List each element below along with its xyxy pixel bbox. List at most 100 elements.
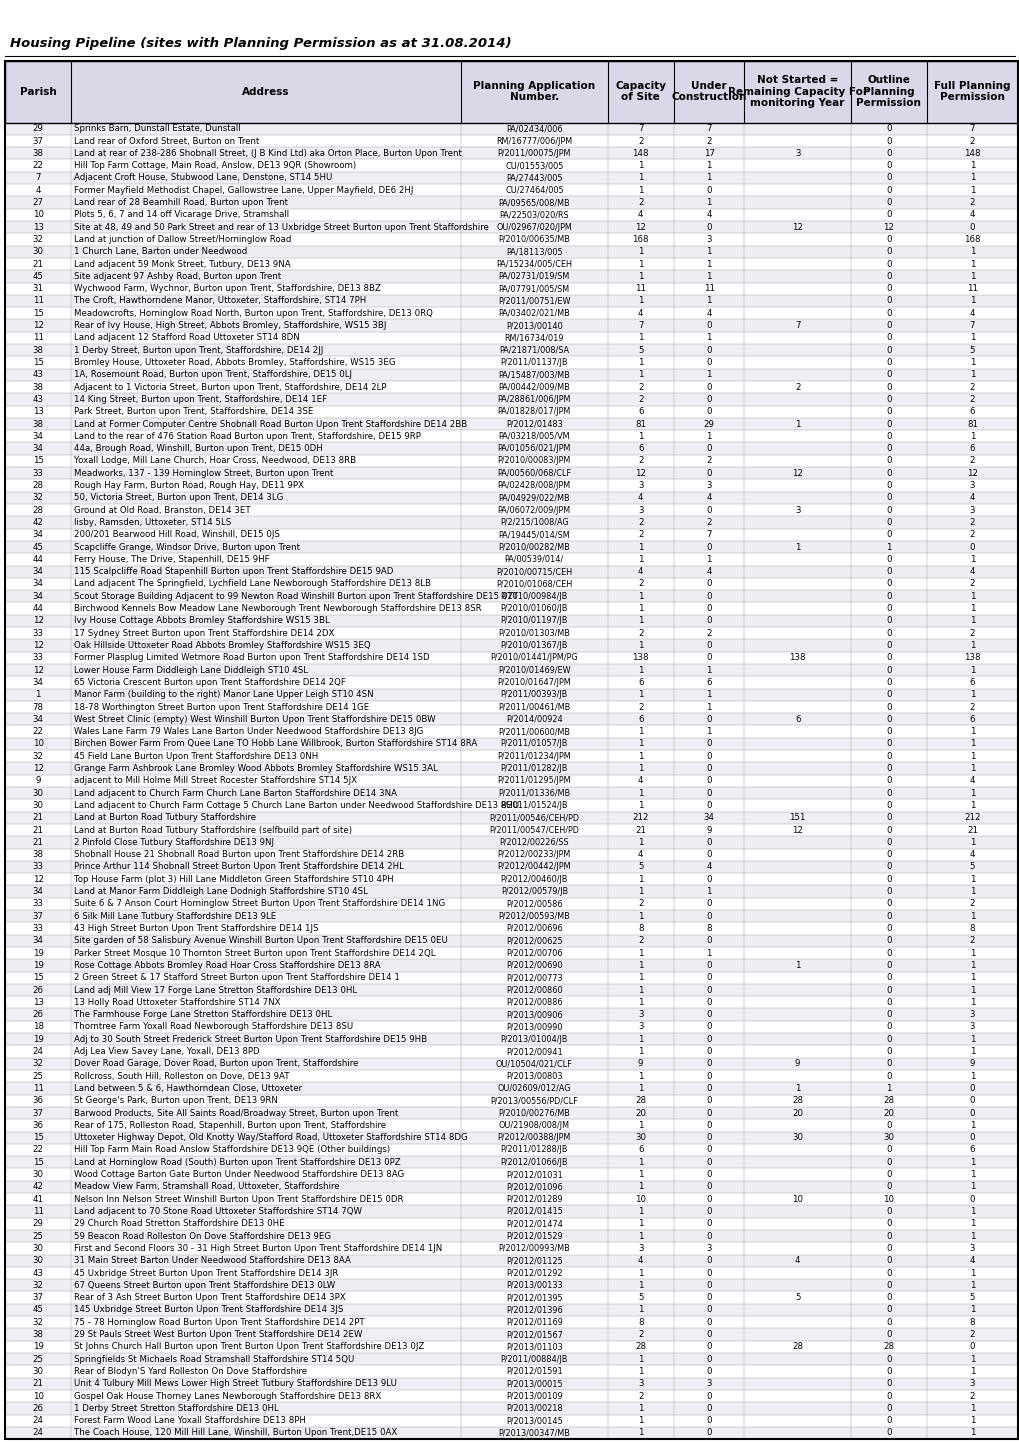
Text: 14 King Street, Burton upon Trent, Staffordshire, DE14 1EF: 14 King Street, Burton upon Trent, Staff… — [74, 395, 327, 404]
Text: Land adjacent to Church Farm Cottage 5 Church Lane Barton under Needwood Staffor: Land adjacent to Church Farm Cottage 5 C… — [74, 800, 519, 810]
Text: 168: 168 — [963, 235, 979, 244]
Text: 1: 1 — [637, 1231, 643, 1240]
Bar — [5, 61, 1017, 123]
Text: 2: 2 — [637, 531, 643, 539]
Bar — [5, 1107, 1017, 1119]
Text: Outline
Planning
Permission: Outline Planning Permission — [856, 75, 920, 108]
Text: 34: 34 — [33, 887, 44, 895]
Text: 0: 0 — [886, 1120, 891, 1131]
Text: P/2011/01295/JPM: P/2011/01295/JPM — [497, 776, 571, 786]
Text: P/2013/01103: P/2013/01103 — [505, 1343, 562, 1351]
Text: Housing Pipeline (sites with Planning Permission as at 31.08.2014): Housing Pipeline (sites with Planning Pe… — [10, 37, 512, 50]
Text: 0: 0 — [705, 580, 711, 588]
Text: P/2012/01031: P/2012/01031 — [505, 1169, 562, 1180]
Text: Uttoxeter Highway Depot, Old Knotty Way/Stafford Road, Uttoxeter Staffordshire S: Uttoxeter Highway Depot, Old Knotty Way/… — [74, 1133, 468, 1142]
Text: OU/10504/021/CLF: OU/10504/021/CLF — [495, 1060, 573, 1069]
Text: 24: 24 — [33, 1416, 44, 1425]
Text: P/2013/00990: P/2013/00990 — [505, 1022, 562, 1031]
Text: 1: 1 — [794, 420, 800, 428]
Text: 6: 6 — [969, 1145, 974, 1155]
Text: Land at Manor Farm Diddleigh Lane Dodnigh Staffordshire ST10 4SL: Land at Manor Farm Diddleigh Lane Dodnig… — [74, 887, 368, 895]
Text: 28: 28 — [33, 506, 44, 515]
Bar — [5, 812, 1017, 823]
Bar — [5, 996, 1017, 1008]
Text: P/2010/01060/JB: P/2010/01060/JB — [500, 604, 568, 613]
Text: 10: 10 — [882, 1194, 894, 1204]
Text: 0: 0 — [705, 1158, 711, 1167]
Text: 1: 1 — [637, 542, 643, 551]
Text: 1: 1 — [637, 875, 643, 884]
Text: OU/02609/012/AG: OU/02609/012/AG — [497, 1084, 571, 1093]
Text: P/2/215/1008/AG: P/2/215/1008/AG — [499, 518, 569, 526]
Text: 12: 12 — [33, 875, 44, 884]
Text: 0: 0 — [886, 457, 891, 466]
Text: 0: 0 — [886, 727, 891, 735]
Text: 31 Main Street Barton Under Needwood Staffordshire DE13 8AA: 31 Main Street Barton Under Needwood Sta… — [74, 1256, 351, 1265]
Text: 212: 212 — [963, 813, 979, 822]
Text: 1: 1 — [969, 960, 974, 970]
Text: 1: 1 — [794, 1084, 800, 1093]
Text: P/2012/01289: P/2012/01289 — [505, 1194, 562, 1204]
Text: 1: 1 — [637, 789, 643, 797]
Text: Land adjacent to Church Farm Church Lane Barton Staffordshire DE14 3NA: Land adjacent to Church Farm Church Lane… — [74, 789, 396, 797]
Text: 30: 30 — [33, 789, 44, 797]
Text: P/2010/01441/JPM/PG: P/2010/01441/JPM/PG — [490, 653, 578, 662]
Text: 0: 0 — [886, 198, 891, 208]
Text: PA/21871/008/SA: PA/21871/008/SA — [499, 346, 569, 355]
Text: 0: 0 — [705, 222, 711, 232]
Text: 8: 8 — [637, 1318, 643, 1327]
Text: 26: 26 — [33, 1011, 44, 1019]
Text: 0: 0 — [886, 137, 891, 146]
Text: 34: 34 — [33, 567, 44, 577]
Text: 0: 0 — [886, 1416, 891, 1425]
Text: 148: 148 — [963, 149, 979, 157]
Text: 36: 36 — [33, 1120, 44, 1131]
Text: 1: 1 — [637, 1182, 643, 1191]
Text: 17: 17 — [703, 149, 714, 157]
Text: 1: 1 — [637, 247, 643, 257]
Bar — [5, 750, 1017, 763]
Bar — [5, 1328, 1017, 1341]
Text: 7: 7 — [969, 124, 974, 133]
Bar — [5, 1377, 1017, 1390]
Text: 7: 7 — [637, 322, 643, 330]
Text: P/2011/00461/MB: P/2011/00461/MB — [497, 702, 570, 711]
Text: 1: 1 — [637, 358, 643, 368]
Text: 19: 19 — [33, 1343, 44, 1351]
Text: 3: 3 — [794, 506, 800, 515]
Text: 0: 0 — [886, 1280, 891, 1289]
Text: 2 Pinfold Close Tutbury Staffordshire DE13 9NJ: 2 Pinfold Close Tutbury Staffordshire DE… — [74, 838, 274, 846]
Text: 0: 0 — [886, 260, 891, 268]
Text: 1: 1 — [969, 875, 974, 884]
Text: St George's Park, Burton upon Trent, DE13 9RN: St George's Park, Burton upon Trent, DE1… — [74, 1096, 277, 1105]
Text: P/2012/01529: P/2012/01529 — [505, 1231, 562, 1240]
Text: 0: 0 — [886, 1035, 891, 1044]
Text: 5: 5 — [637, 862, 643, 871]
Bar — [5, 1255, 1017, 1268]
Text: 7: 7 — [36, 173, 41, 183]
Text: PA/01056/021/JPM: PA/01056/021/JPM — [497, 444, 571, 453]
Bar — [5, 972, 1017, 983]
Text: 0: 0 — [705, 346, 711, 355]
Text: P/2010/01197/JB: P/2010/01197/JB — [500, 616, 568, 626]
Text: PA/03402/021/MB: PA/03402/021/MB — [498, 309, 570, 317]
Text: Adj to 30 South Street Frederick Street Burton Upon Trent Staffordshire DE15 9HB: Adj to 30 South Street Frederick Street … — [74, 1035, 427, 1044]
Text: 32: 32 — [33, 235, 44, 244]
Text: P/2013/00109: P/2013/00109 — [505, 1392, 562, 1400]
Text: 2: 2 — [969, 580, 974, 588]
Text: 13: 13 — [33, 998, 44, 1007]
Text: 30: 30 — [33, 800, 44, 810]
Bar — [5, 1341, 1017, 1353]
Text: 81: 81 — [635, 420, 645, 428]
Text: P/2013/00906: P/2013/00906 — [505, 1011, 562, 1019]
Bar — [5, 283, 1017, 294]
Bar — [5, 1415, 1017, 1426]
Bar — [5, 405, 1017, 418]
Text: P/2011/00393/JB: P/2011/00393/JB — [500, 691, 568, 699]
Text: Land adjacent 59 Monk Street, Tutbury, DE13 9NA: Land adjacent 59 Monk Street, Tutbury, D… — [74, 260, 290, 268]
Text: 28: 28 — [792, 1343, 802, 1351]
Text: 0: 0 — [886, 518, 891, 526]
Text: 4: 4 — [969, 776, 974, 786]
Text: 37: 37 — [33, 137, 44, 146]
Text: OU/21908/008/JM: OU/21908/008/JM — [498, 1120, 570, 1131]
